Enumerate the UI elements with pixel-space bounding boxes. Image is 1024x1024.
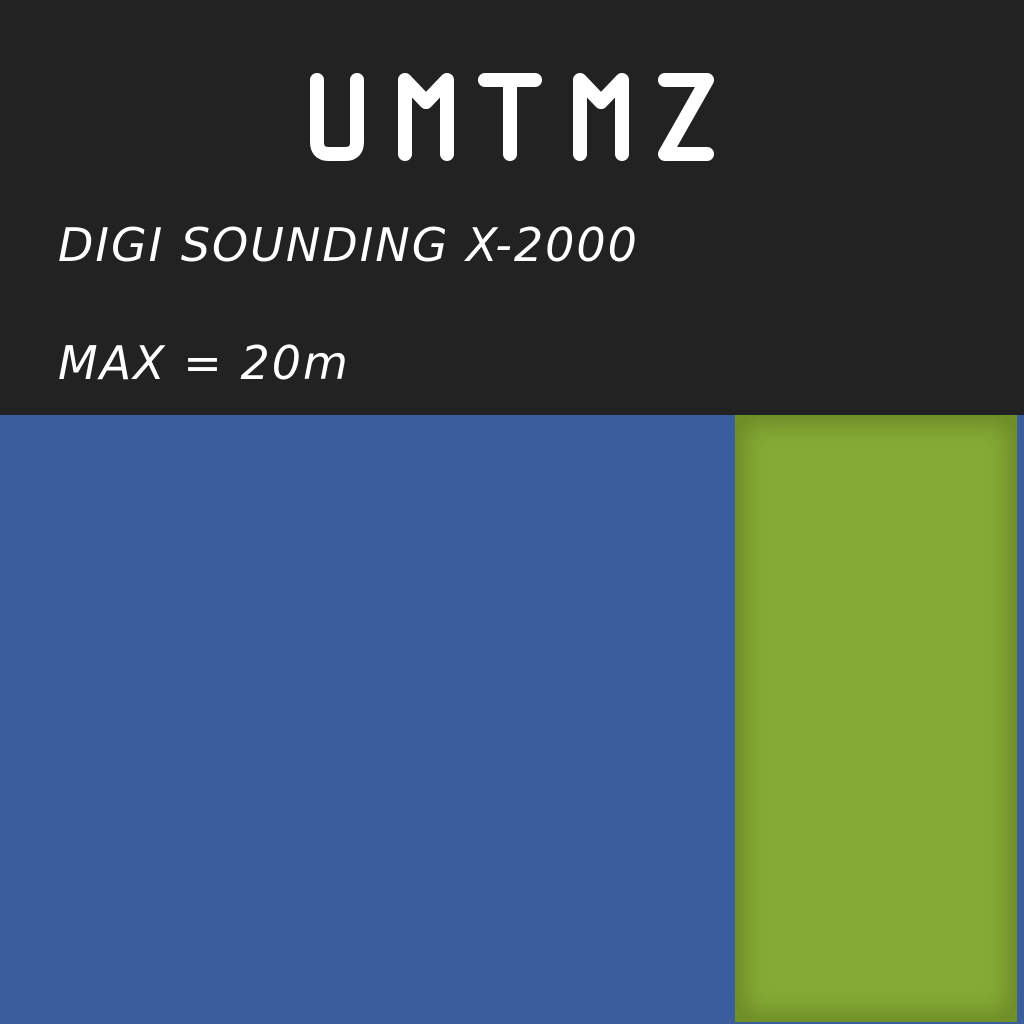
max-depth-label: MAX = 20m (58, 336, 350, 390)
depth-gauge (735, 415, 1017, 1022)
right-edge-strip (1017, 415, 1024, 1024)
device-model-label: DIGI SOUNDING X-2000 (58, 218, 639, 272)
brand-logo-graphic (310, 73, 714, 161)
header-panel: DIGI SOUNDING X-2000 MAX = 20m (0, 0, 1024, 415)
water-area (0, 415, 735, 1024)
depth-gauge-fill (735, 415, 1017, 1022)
brand-logo (305, 62, 725, 172)
